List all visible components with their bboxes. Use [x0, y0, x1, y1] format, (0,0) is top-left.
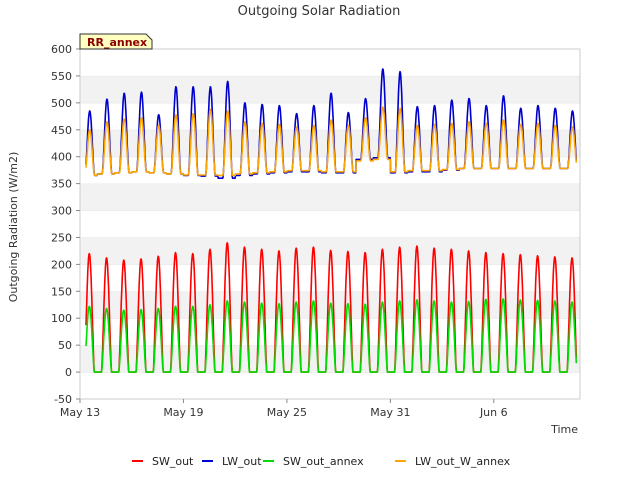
y-tick-label: 600: [51, 43, 72, 56]
x-tick-label: Jun 6: [479, 406, 508, 419]
grid-bands: [80, 48, 580, 399]
y-tick-label: 0: [65, 366, 72, 379]
x-axis: May 13 May 19 May 25 May 31 Jun 6: [60, 399, 508, 419]
grid-band: [80, 49, 580, 76]
grid-band: [80, 210, 580, 238]
x-tick-label: May 13: [60, 406, 100, 419]
station-badge: RR_annex: [79, 33, 153, 50]
legend: SW_out LW_out SW_out_annex LW_out_W_annex: [132, 455, 511, 468]
y-axis: -50 0 50 100 150 200 250 300 350 400 450 500 550 600: [51, 43, 80, 406]
badge-label: RR_annex: [87, 36, 147, 49]
chart-title: Outgoing Solar Radiation: [238, 4, 401, 19]
grid-band: [80, 372, 580, 399]
x-tick-label: May 25: [267, 406, 307, 419]
y-tick-label: -50: [54, 393, 72, 406]
y-tick-label: 50: [58, 339, 72, 352]
y-tick-label: 450: [51, 124, 72, 137]
legend-item-label: LW_out_W_annex: [415, 455, 511, 468]
y-tick-label: 100: [51, 312, 72, 325]
x-tick-label: May 31: [370, 406, 410, 419]
series-line-sw-out-annex: [85, 298, 578, 373]
badge-box: [79, 33, 153, 50]
y-axis-title: Outgoing Radiation (W/m2): [7, 152, 20, 303]
legend-item-label: LW_out: [222, 455, 262, 468]
y-tick-label: 300: [51, 205, 72, 218]
legend-item-label: SW_out: [152, 455, 194, 468]
grid-band: [80, 264, 580, 292]
legend-item-label: SW_out_annex: [283, 455, 364, 468]
y-tick-label: 250: [51, 231, 72, 244]
x-axis-title: Time: [550, 423, 578, 436]
y-tick-label: 150: [51, 285, 72, 298]
series-layer: [85, 68, 578, 373]
x-tick-label: May 19: [163, 406, 203, 419]
y-tick-label: 350: [51, 178, 72, 191]
grid-band: [80, 183, 580, 211]
grid-band: [80, 318, 580, 346]
y-tick-label: 500: [51, 97, 72, 110]
y-tick-label: 550: [51, 70, 72, 83]
series-line-lw-out-w-annex: [85, 106, 578, 177]
y-tick-label: 200: [51, 258, 72, 271]
plot-area: [79, 48, 581, 400]
y-tick-label: 400: [51, 151, 72, 164]
